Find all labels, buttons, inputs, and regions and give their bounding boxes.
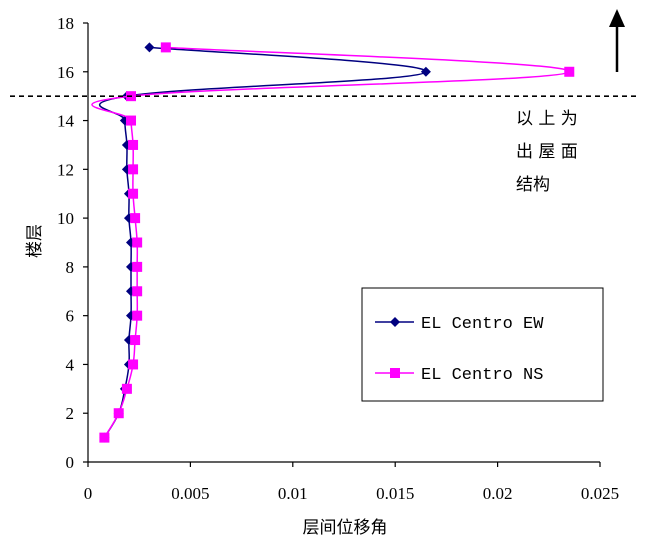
x-tick-label: 0.01	[278, 484, 308, 503]
data-point-ns	[113, 408, 124, 419]
legend-marker-ew	[390, 317, 400, 327]
data-point-ns	[128, 139, 139, 150]
y-tick-label: 18	[57, 14, 74, 33]
data-point-ns	[128, 359, 139, 370]
data-point-ns	[132, 237, 143, 248]
y-tick-label: 16	[57, 63, 74, 82]
x-axis-title: 层间位移角	[303, 518, 388, 538]
y-ticks: 0 2 4 6 8 10 12 14 16 18	[57, 14, 88, 472]
y-axis-title: 楼层	[25, 224, 45, 258]
y-tick-label: 6	[66, 307, 75, 326]
roof-annotation: 以 上 为 出 屋 面 结构	[516, 109, 578, 195]
y-tick-label: 8	[66, 258, 75, 277]
y-tick-label: 0	[66, 453, 75, 472]
data-point-ns	[130, 213, 141, 224]
series-layer	[91, 42, 575, 443]
data-point-ns	[128, 188, 139, 199]
data-point-ns	[99, 432, 110, 443]
data-point-ns	[132, 310, 143, 321]
data-point-ew	[144, 42, 155, 53]
data-point-ns	[132, 261, 143, 272]
legend-label-ns: EL Centro NS	[421, 366, 543, 385]
data-point-ns	[160, 42, 171, 53]
legend-box	[361, 287, 604, 402]
up-arrow-icon	[609, 9, 625, 72]
annotation-line-2: 出 屋 面	[516, 142, 578, 162]
x-tick-label: 0.015	[376, 484, 414, 503]
data-point-ns	[130, 335, 141, 346]
data-point-ns	[121, 383, 132, 394]
x-tick-label: 0.025	[581, 484, 619, 503]
y-tick-label: 12	[57, 160, 74, 179]
data-point-ns	[128, 164, 139, 175]
data-point-ns	[126, 115, 137, 126]
annotation-line-3: 结构	[516, 175, 550, 195]
y-tick-label: 10	[57, 209, 74, 228]
x-tick-label: 0	[84, 484, 93, 503]
x-tick-label: 0.02	[483, 484, 513, 503]
y-tick-label: 2	[66, 404, 75, 423]
annotation-line-1: 以 上 为	[516, 109, 578, 129]
y-tick-label: 4	[66, 355, 75, 374]
data-point-ns	[564, 66, 575, 77]
x-ticks: 0 0.005 0.01 0.015 0.02 0.025	[84, 462, 619, 503]
data-point-ns	[132, 286, 143, 297]
legend-marker-ns	[390, 368, 400, 378]
x-tick-label: 0.005	[171, 484, 209, 503]
legend-label-ew: EL Centro EW	[421, 315, 544, 334]
y-tick-label: 14	[57, 112, 75, 131]
data-point-ew	[420, 66, 431, 77]
axes	[87, 23, 600, 463]
legend: EL Centro EW EL Centro NS	[361, 287, 604, 402]
